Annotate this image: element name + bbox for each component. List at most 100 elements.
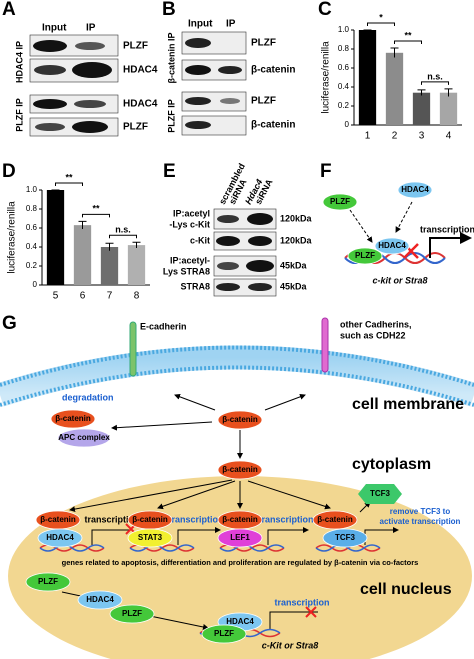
- panel-label: E: [163, 161, 176, 182]
- node-label: β-catenin: [222, 415, 258, 424]
- node: [312, 510, 358, 530]
- error-bar: [417, 89, 426, 96]
- node: [127, 528, 173, 548]
- node: [50, 409, 96, 429]
- node: [217, 460, 263, 480]
- row-label: STRA8: [180, 281, 210, 291]
- error-bar: [105, 242, 114, 251]
- y-tick-label: 0.2: [26, 261, 38, 270]
- bar: [412, 92, 431, 125]
- node: [25, 572, 71, 592]
- axis-title: luciferase/renilla: [321, 41, 332, 114]
- node: [37, 528, 83, 548]
- region-label: cell nucleus: [360, 581, 452, 598]
- node: [347, 247, 383, 265]
- significance-bracket: [55, 182, 83, 186]
- block-mark: [125, 523, 317, 618]
- x-tick-label: 7: [107, 291, 113, 302]
- column-header: Input: [42, 23, 67, 34]
- panel-label: C: [318, 0, 332, 20]
- error-bar: [132, 241, 141, 248]
- note: activate transcription: [380, 517, 461, 526]
- significance-bracket: [421, 81, 449, 85]
- node-label: HDAC4: [226, 617, 254, 626]
- x-tick-label: 1: [365, 131, 371, 142]
- membrane: [0, 345, 474, 387]
- y-tick-label: 0.6: [338, 63, 350, 72]
- node-label: β-catenin: [55, 414, 91, 423]
- bar: [73, 225, 92, 285]
- node: [109, 604, 155, 624]
- receptor-label: E-cadherin: [140, 321, 187, 331]
- node: [322, 193, 358, 211]
- significance-label: *: [379, 12, 383, 22]
- node-label: β-catenin: [222, 465, 258, 474]
- y-tick-label: 0.4: [338, 82, 350, 91]
- node-label: β-catenin: [317, 515, 353, 524]
- x-tick-label: 8: [134, 291, 140, 302]
- size-label: 120kDa: [280, 235, 313, 245]
- node: [358, 484, 402, 504]
- transcription-label: transcription: [420, 224, 474, 234]
- y-tick-label: 0: [345, 120, 350, 129]
- node: [374, 237, 410, 255]
- ip-label: β-catenin IP: [166, 32, 176, 83]
- gene-label: c-kit or Stra8: [372, 275, 427, 285]
- node-label: STAT3: [138, 533, 163, 542]
- blots: [213, 208, 277, 297]
- transcription-label: transcription: [274, 597, 329, 607]
- node: [77, 590, 123, 610]
- column-header: IP: [86, 23, 96, 34]
- significance-label: n.s.: [115, 225, 131, 235]
- significance-label: **: [92, 204, 100, 214]
- size-label: 45kDa: [280, 260, 308, 270]
- blot-label: HDAC4: [123, 99, 158, 110]
- node: [322, 528, 368, 548]
- ip-label: HDAC4 IP: [14, 41, 24, 83]
- bar: [385, 52, 404, 125]
- node-label: PLZF: [38, 577, 58, 586]
- node-label: TCF3: [370, 489, 391, 498]
- blot-label: β-catenin: [251, 65, 295, 76]
- node-label: β-catenin: [222, 515, 258, 524]
- blot-label: HDAC4: [123, 65, 158, 76]
- error-bar: [78, 220, 87, 229]
- panel-label: D: [2, 161, 16, 182]
- region-label: cytoplasm: [352, 456, 431, 473]
- row-label: IP:acetyl: [173, 208, 210, 218]
- row-label: IP:acetyl-: [170, 255, 210, 265]
- blots: [181, 31, 247, 136]
- column-header: Input: [188, 19, 213, 30]
- y-tick-label: 1.0: [338, 25, 350, 34]
- error-bar: [444, 88, 453, 97]
- bar: [100, 247, 119, 285]
- row-label: c-Kit: [190, 235, 210, 245]
- significance-bracket: [109, 234, 137, 239]
- blot-label: PLZF: [251, 96, 276, 107]
- significance-bracket: [394, 40, 422, 45]
- panel-label: F: [320, 161, 332, 182]
- row-label: Lys STRA8: [163, 266, 210, 276]
- node-label: β-catenin: [132, 515, 168, 524]
- node: [201, 624, 247, 644]
- region-label: cell membrane: [352, 396, 464, 413]
- size-label: 120kDa: [280, 213, 313, 223]
- x-tick-label: 6: [80, 291, 86, 302]
- receptor: [321, 317, 329, 373]
- significance-label: **: [404, 30, 412, 40]
- note: genes related to apoptosis, differentiat…: [62, 558, 419, 567]
- receptor-label: such as CDH22: [340, 330, 406, 340]
- blot-label: PLZF: [123, 122, 148, 133]
- node: [57, 428, 111, 448]
- significance-bracket: [82, 213, 110, 218]
- row-label: -Lys c-Kit: [169, 219, 210, 229]
- ip-label: PLZF IP: [14, 98, 24, 132]
- node-label: PLZF: [214, 629, 234, 638]
- node-label: PLZF: [355, 251, 375, 260]
- node-label: HDAC4: [401, 185, 429, 194]
- node-label: HDAC4: [86, 595, 114, 604]
- bar: [46, 190, 65, 285]
- significance-label: n.s.: [427, 71, 443, 81]
- transcription-label: transcription: [258, 514, 313, 524]
